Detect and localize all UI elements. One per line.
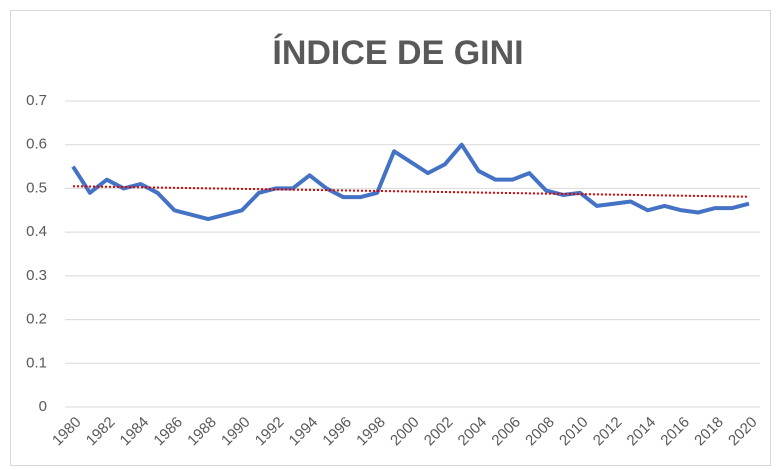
- chart-title: ÍNDICE DE GINI: [272, 34, 523, 72]
- data-line: [71, 142, 750, 222]
- y-tick-label: 0.7: [26, 92, 47, 109]
- chart-border: [10, 10, 771, 466]
- y-tick-label: 0.1: [26, 354, 47, 371]
- y-tick-label: 0: [39, 398, 47, 415]
- y-tick-label: 0.5: [26, 179, 47, 196]
- y-tick-label: 0.4: [26, 223, 47, 240]
- y-tick-label: 0.6: [26, 136, 47, 153]
- y-tick-label: 0.2: [26, 311, 47, 328]
- trend-line: [72, 185, 750, 198]
- y-tick-label: 0.3: [26, 267, 47, 284]
